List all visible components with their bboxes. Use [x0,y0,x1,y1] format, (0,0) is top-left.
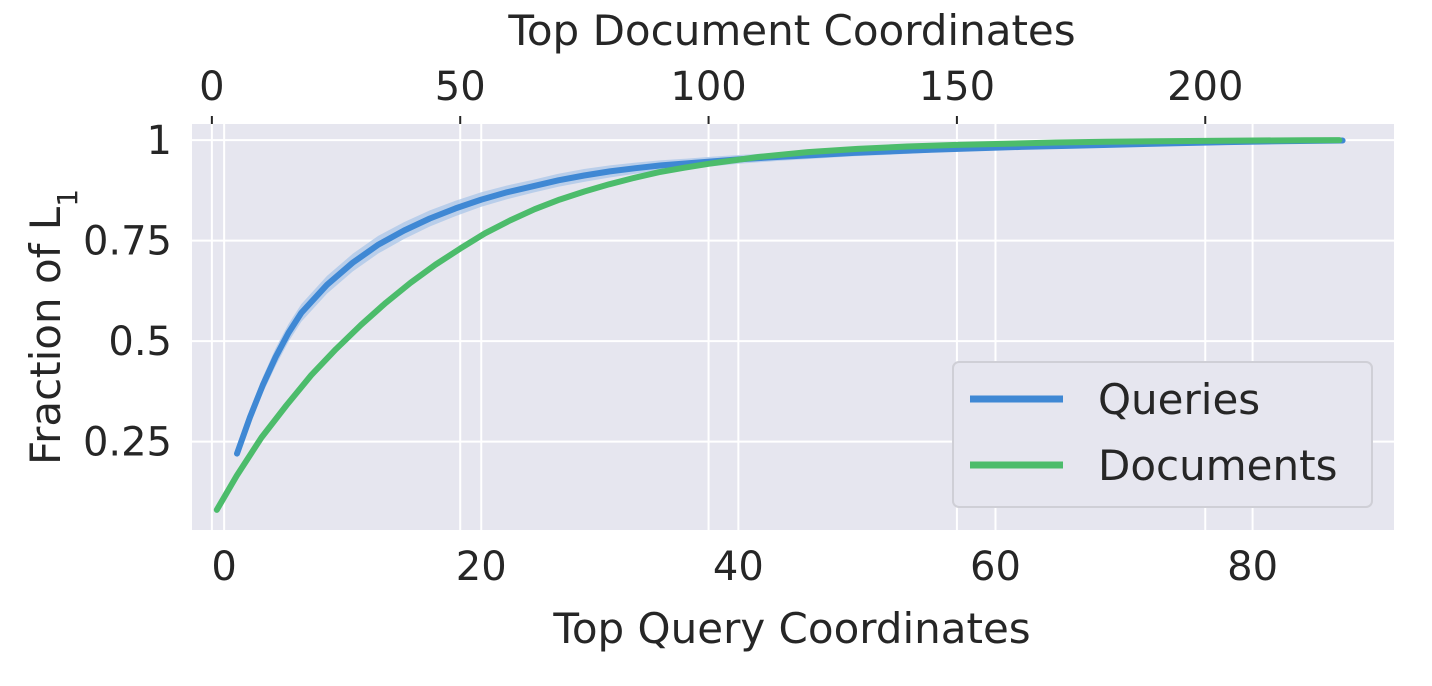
legend: Queries Documents [952,361,1373,508]
y-tick-label: 0.75 [83,219,172,265]
y-tick-label: 1 [147,118,172,164]
y-axis-title-main: Fraction of L [21,206,70,465]
legend-label-queries: Queries [1098,375,1260,424]
x2-axis-ticks: 0 50 100 150 200 [199,64,1243,124]
series-lines [213,137,1346,513]
x2-axis-title: Top Document Coordinates [507,6,1075,55]
x2-tick-label: 0 [199,64,224,110]
legend-label-documents: Documents [1098,441,1337,490]
y-axis-title-subscript: 1 [51,189,84,207]
x2-tick-label: 200 [1167,64,1243,110]
x-tick-label: 80 [1227,544,1278,590]
series-line-queries [234,137,1346,457]
y-axis-title: Fraction of L1 [21,189,84,465]
x-axis-title: Top Query Coordinates [552,604,1030,653]
x2-tick-label: 100 [670,64,746,110]
x-axis-ticks: 0 20 40 60 80 [211,544,1278,590]
x-tick-label: 40 [713,544,764,590]
y-axis-ticks: 0.25 0.5 0.75 1 [83,118,172,465]
x2-tick-label: 50 [435,64,486,110]
x-tick-label: 0 [211,544,236,590]
x-tick-label: 20 [456,544,507,590]
x-tick-label: 60 [970,544,1021,590]
series-line-documents [213,137,1343,513]
y-tick-label: 0.25 [83,420,172,466]
x2-tick-label: 150 [919,64,995,110]
y-tick-label: 0.5 [108,319,172,365]
